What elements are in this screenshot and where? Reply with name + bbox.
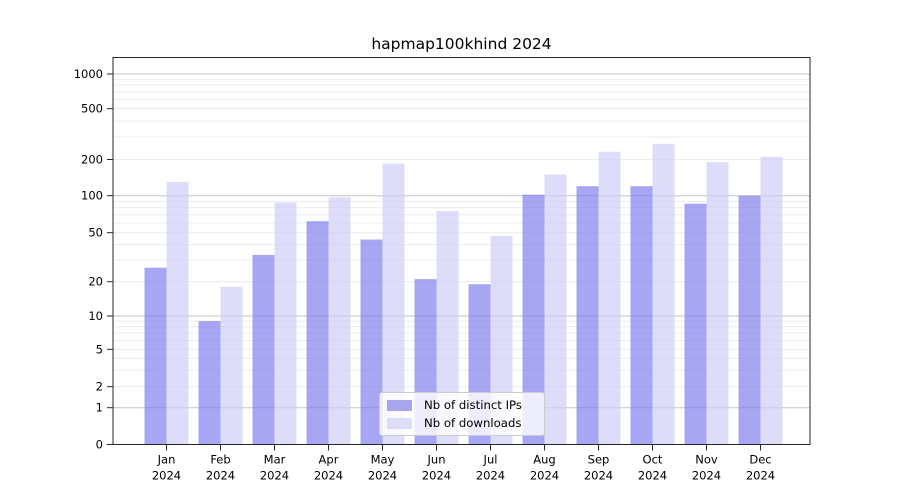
bar-downloads-aug xyxy=(544,174,567,445)
bar-downloads-feb xyxy=(220,286,243,445)
x-tick-label-month: Feb xyxy=(210,453,230,467)
bar-ips-mar xyxy=(252,254,275,445)
x-tick-label-year: 2024 xyxy=(692,469,721,483)
legend-swatch-downloads-icon xyxy=(387,417,412,429)
bar-downloads-apr xyxy=(328,197,351,445)
bar-ips-dec xyxy=(738,195,761,445)
x-tick-label-month: Dec xyxy=(749,453,771,467)
bar-ips-nov xyxy=(684,203,707,445)
x-tick-label-month: Sep xyxy=(588,453,610,467)
y-tick-label: 2 xyxy=(96,380,103,394)
chart-title: hapmap100khind 2024 xyxy=(371,35,552,53)
x-tick-label-year: 2024 xyxy=(476,469,505,483)
y-tick-label: 5 xyxy=(96,342,103,356)
bar-downloads-jan xyxy=(166,181,189,445)
x-tick-label-month: Oct xyxy=(643,453,663,467)
x-tick-label-month: Apr xyxy=(319,453,339,467)
bar-ips-oct xyxy=(630,186,653,445)
plot-border xyxy=(112,57,811,445)
x-tick-label-year: 2024 xyxy=(368,469,397,483)
y-tick-label: 20 xyxy=(88,275,103,289)
bar-downloads-dec xyxy=(760,156,783,445)
bar-downloads-mar xyxy=(274,202,297,445)
legend-row-distinct-ips: Nb of distinct IPs xyxy=(380,398,544,413)
bar-downloads-may xyxy=(382,163,405,445)
bar-downloads-jun xyxy=(436,211,459,445)
bar-ips-jan xyxy=(144,267,167,445)
x-tick-label-month: Jun xyxy=(427,453,446,467)
legend-label-distinct-ips: Nb of distinct IPs xyxy=(424,398,522,412)
y-tick-label: 50 xyxy=(88,226,103,240)
y-tick-label: 1000 xyxy=(74,67,103,81)
y-tick-label: 500 xyxy=(81,102,103,116)
bar-ips-feb xyxy=(198,321,221,445)
x-tick-label-month: May xyxy=(371,453,395,467)
bar-downloads-oct xyxy=(652,143,675,445)
bar-ips-may xyxy=(360,239,383,445)
legend: Nb of distinct IPs Nb of downloads xyxy=(379,392,545,436)
x-tick-label-year: 2024 xyxy=(422,469,451,483)
x-tick-label-month: Mar xyxy=(264,453,286,467)
bar-ips-apr xyxy=(306,221,329,445)
x-tick-label-year: 2024 xyxy=(152,469,181,483)
x-tick-label-month: Jan xyxy=(157,453,176,467)
bar-downloads-nov xyxy=(706,162,729,445)
x-tick-label-month: Nov xyxy=(695,453,718,467)
bar-ips-aug xyxy=(522,194,545,445)
legend-swatch-distinct-ips-icon xyxy=(387,399,412,411)
legend-label-downloads: Nb of downloads xyxy=(424,416,522,430)
bar-ips-sep xyxy=(576,186,599,445)
y-tick-label: 0 xyxy=(96,438,103,452)
x-tick-label-year: 2024 xyxy=(314,469,343,483)
bar-downloads-sep xyxy=(598,151,621,445)
x-tick-label-year: 2024 xyxy=(584,469,613,483)
x-tick-label-year: 2024 xyxy=(638,469,667,483)
y-tick-label: 1 xyxy=(96,401,103,415)
x-tick-label-month: Aug xyxy=(533,453,555,467)
y-tick-label: 200 xyxy=(81,153,103,167)
x-tick-label-year: 2024 xyxy=(746,469,775,483)
legend-row-downloads: Nb of downloads xyxy=(380,416,544,431)
x-tick-label-month: Jul xyxy=(483,453,498,467)
x-tick-label-year: 2024 xyxy=(530,469,559,483)
x-tick-label-year: 2024 xyxy=(206,469,235,483)
y-tick-label: 10 xyxy=(88,309,103,323)
y-tick-label: 100 xyxy=(81,189,103,203)
x-tick-label-year: 2024 xyxy=(260,469,289,483)
